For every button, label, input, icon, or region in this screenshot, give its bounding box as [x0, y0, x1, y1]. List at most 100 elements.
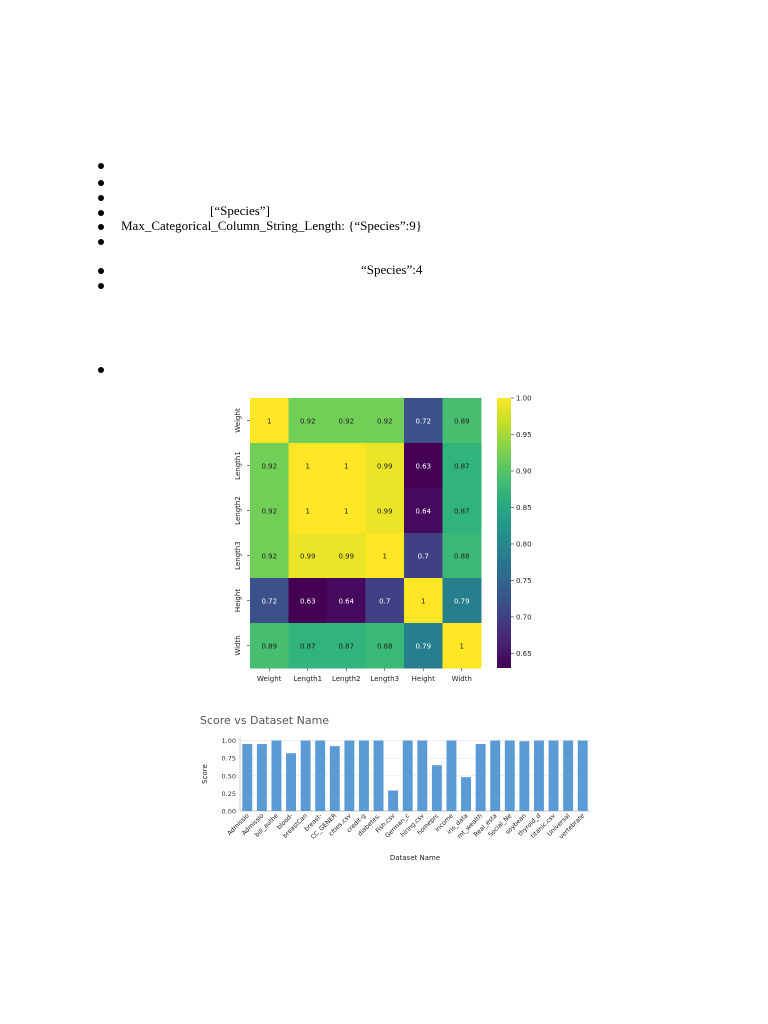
heatmap-cell-label: 0.87 [454, 463, 470, 471]
bullet-marker [98, 210, 104, 216]
heatmap-cell [404, 623, 443, 669]
colorbar [497, 398, 511, 668]
heatmap-cell [442, 443, 482, 489]
heatmap-cell-label: 0.92 [338, 418, 354, 426]
bullet-text: Max_Categorical_Column_String_Length: {“… [121, 218, 422, 233]
colorbar-tick-label: 0.95 [516, 431, 532, 439]
heatmap-cell-label: 0.7 [379, 598, 390, 606]
heatmap-cell [404, 578, 443, 624]
heatmap-row-label: Width [234, 635, 242, 655]
heatmap-cell [250, 533, 289, 579]
heatmap-cell-label: 0.92 [261, 553, 277, 561]
heatmap-cell [404, 533, 443, 579]
heatmap-cell [288, 533, 328, 579]
heatmap-cell [365, 488, 405, 534]
heatmap-cell [442, 578, 482, 624]
bar [519, 741, 530, 811]
bar [417, 740, 428, 811]
heatmap-row-label: Length2 [234, 496, 242, 525]
heatmap-cell [365, 398, 405, 444]
heatmap-cell [327, 398, 366, 444]
heatmap-cell [288, 578, 328, 624]
heatmap-cell [404, 488, 443, 534]
heatmap-col-label: Length3 [370, 675, 399, 683]
heatmap-cell [250, 488, 289, 534]
heatmap-cell [327, 443, 366, 489]
heatmap-cell-label: 0.92 [261, 508, 277, 516]
bar [548, 740, 559, 811]
bullet-marker [98, 180, 104, 186]
heatmap-cell [404, 398, 443, 444]
heatmap-cell [365, 578, 405, 624]
heatmap-cell-label: 0.92 [377, 418, 393, 426]
heatmap-cell [442, 488, 482, 534]
heatmap-cell [365, 533, 405, 579]
bar [242, 744, 253, 811]
bar [329, 746, 340, 811]
bar [271, 740, 282, 811]
heatmap-row-label: Length1 [234, 451, 242, 480]
bullet-marker [98, 195, 104, 201]
heatmap-row-label: Weight [234, 408, 242, 433]
heatmap-cell-label: 0.79 [454, 598, 470, 606]
bullet-marker [98, 224, 104, 230]
heatmap-cell-label: 1 [344, 508, 348, 516]
bar [388, 790, 399, 811]
heatmap-cell-label: 0.89 [261, 643, 277, 651]
heatmap-cell-label: 0.92 [300, 418, 316, 426]
heatmap-cell [365, 443, 405, 489]
heatmap-cell-label: 1 [267, 418, 271, 426]
bullet-marker [98, 268, 104, 274]
heatmap-cell-label: 0.92 [261, 463, 277, 471]
bar [300, 740, 311, 811]
heatmap-col-label: Weight [257, 675, 282, 683]
bullet-marker [98, 239, 104, 245]
colorbar-tick-label: 0.70 [516, 613, 532, 621]
heatmap-cell [404, 443, 443, 489]
heatmap-cell-label: 0.79 [415, 643, 431, 651]
heatmap-cell [442, 398, 482, 444]
heatmap-col-label: Length2 [332, 675, 361, 683]
heatmap-cell-label: 1 [383, 553, 387, 561]
correlation-heatmap: 1 0.92 0.92 0.92 0.72 0.89 0.92 1 1 0.99 0.63 0.87 0… [234, 395, 532, 684]
bar [461, 777, 471, 811]
bar [286, 753, 296, 811]
y-tick-label: 0.50 [222, 772, 236, 780]
y-tick-label: 1.00 [222, 737, 236, 745]
bar [402, 740, 413, 811]
heatmap-cell-label: 0.87 [338, 643, 354, 651]
heatmap-cell-label: 0.63 [300, 598, 316, 606]
heatmap-cell-label: 0.72 [415, 418, 431, 426]
y-tick-label: 0.75 [222, 755, 236, 763]
heatmap-cell-label: 1 [421, 598, 425, 606]
bar [504, 740, 515, 811]
bar [475, 744, 486, 811]
heatmap-cell-label: 0.99 [338, 553, 354, 561]
heatmap-cell-label: 0.88 [454, 553, 470, 561]
heatmap-cell-label: 0.63 [415, 463, 431, 471]
bar [359, 740, 369, 811]
heatmap-cell [442, 533, 482, 579]
bullet-text: “Species”:4 [361, 262, 423, 277]
heatmap-cell-label: 0.89 [454, 418, 470, 426]
heatmap-cell-label: 1 [460, 643, 464, 651]
heatmap-cell-label: 0.88 [377, 643, 393, 651]
heatmap-cell [250, 443, 289, 489]
colorbar-tick-label: 0.85 [516, 504, 532, 512]
heatmap-row-label: Height [234, 589, 242, 612]
heatmap-cell [288, 488, 328, 534]
heatmap-cell-label: 1 [344, 463, 348, 471]
heatmap-row-label: Length3 [234, 541, 242, 570]
heatmap-cell [250, 398, 289, 444]
colorbar-tick-label: 1.00 [516, 395, 532, 403]
colorbar-tick-label: 0.65 [516, 650, 532, 658]
heatmap-col-label: Length1 [293, 675, 322, 683]
bar [490, 740, 501, 811]
heatmap-cell [250, 623, 289, 669]
heatmap-cell [327, 488, 366, 534]
y-axis-label: Score [201, 764, 209, 784]
heatmap-cell-label: 0.7 [418, 553, 429, 561]
bullet-text: [“Species”] [210, 203, 270, 218]
colorbar-tick-label: 0.90 [516, 467, 532, 475]
heatmap-cell [288, 623, 328, 669]
